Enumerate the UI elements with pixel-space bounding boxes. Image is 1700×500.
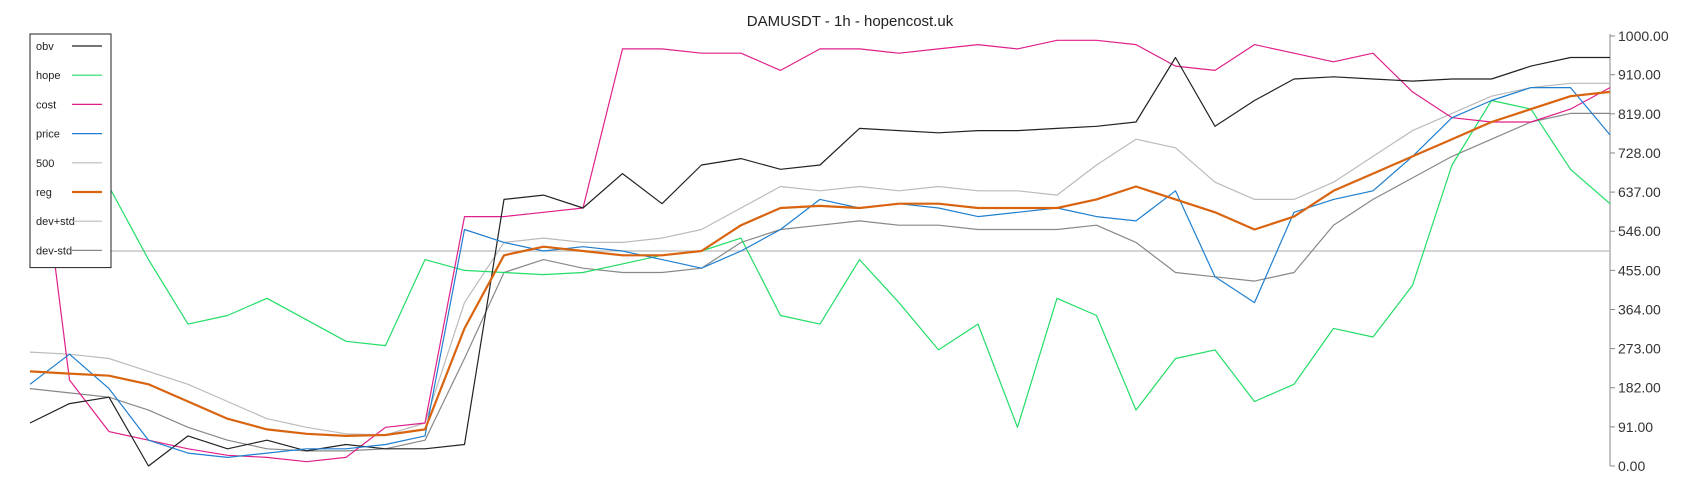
y-tick-label: 455.00 (1618, 262, 1661, 278)
y-axis: 0.00 91.00 182.00 273.00 364.00 455.00 546.00 6… (1609, 28, 1669, 474)
legend-label: dev-std (36, 245, 72, 257)
y-tick-label: 910.00 (1618, 67, 1661, 83)
y-axis-ticks: 0.00 91.00 182.00 273.00 364.00 455.00 546.00 6… (1610, 28, 1669, 474)
y-tick-label: 182.00 (1618, 380, 1661, 396)
legend-label: 500 (36, 158, 54, 170)
y-tick-label: 546.00 (1618, 223, 1661, 239)
series-line-hope (29, 99, 1611, 428)
series-line-obv (29, 56, 1610, 467)
legend-label: cost (36, 99, 56, 111)
series-line-reg (29, 90, 1611, 437)
y-tick-label: 1000.00 (1618, 28, 1669, 44)
y-tick-label: 637.00 (1618, 184, 1661, 200)
legend-label: reg (36, 187, 52, 199)
y-tick-label: 273.00 (1618, 341, 1661, 357)
plot-area (29, 39, 1611, 467)
chart-title: DAMUSDT - 1h - hopencost.uk (747, 13, 954, 30)
series-line-price (29, 86, 1611, 458)
legend: obv hope cost price 500 reg dev+std dev-std (29, 33, 112, 269)
legend-box (29, 33, 112, 269)
legend-label: price (36, 129, 60, 141)
y-tick-label: 364.00 (1618, 301, 1661, 317)
series-line-dev-std (29, 112, 1610, 452)
y-tick-label: 728.00 (1618, 145, 1661, 161)
y-tick-label: 91.00 (1618, 419, 1653, 435)
series-line-dev-std (29, 82, 1610, 436)
series-line-cost (29, 39, 1611, 463)
legend-label: obv (36, 41, 54, 53)
y-tick-label: 0.00 (1618, 458, 1645, 474)
y-tick-label: 819.00 (1618, 106, 1661, 122)
legend-label: hope (36, 70, 60, 82)
legend-label: dev+std (36, 216, 75, 228)
